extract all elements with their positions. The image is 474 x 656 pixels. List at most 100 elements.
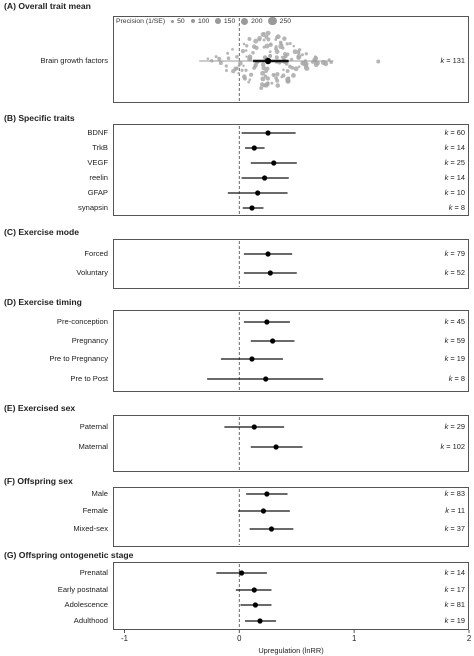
effect-size-point bbox=[296, 54, 302, 60]
effect-size-point bbox=[265, 76, 271, 81]
point-estimate bbox=[264, 319, 270, 325]
k-symbol: k bbox=[448, 374, 453, 383]
row-label: BDNF bbox=[87, 128, 108, 137]
k-symbol: k bbox=[444, 249, 449, 258]
k-value: = 60 bbox=[448, 128, 465, 137]
point-estimate bbox=[257, 618, 263, 624]
k-label: k = 79 bbox=[445, 249, 465, 258]
k-label: k = 14 bbox=[445, 143, 465, 152]
k-label: k = 52 bbox=[445, 268, 465, 277]
effect-size-point bbox=[245, 55, 248, 58]
effect-size-point bbox=[275, 72, 280, 77]
point-estimate bbox=[267, 270, 273, 276]
row-label: Mixed-sex bbox=[73, 524, 108, 533]
row-label: Pre-conception bbox=[56, 317, 108, 326]
effect-size-point bbox=[224, 69, 228, 73]
effect-size-point bbox=[251, 51, 255, 55]
effect-size-point bbox=[242, 42, 246, 46]
point-estimate bbox=[264, 491, 270, 497]
row-label: Male bbox=[91, 489, 108, 498]
effect-size-point bbox=[285, 52, 290, 57]
legend-dot bbox=[215, 18, 221, 24]
effect-size-point bbox=[282, 56, 286, 60]
effect-size-point bbox=[288, 41, 292, 46]
effect-size-point bbox=[217, 56, 222, 61]
effect-size-point bbox=[247, 80, 251, 84]
effect-size-point bbox=[259, 86, 264, 90]
k-value: = 29 bbox=[448, 422, 465, 431]
effect-size-point bbox=[291, 73, 296, 78]
row-label: Adulthood bbox=[73, 616, 108, 625]
k-label: k = 29 bbox=[445, 422, 465, 431]
point-estimate bbox=[251, 145, 257, 151]
effect-size-point bbox=[285, 69, 290, 73]
effect-size-point bbox=[218, 61, 223, 66]
effect-size-point bbox=[274, 45, 278, 49]
effect-size-point bbox=[240, 68, 244, 72]
legend-title: Precision (1/SE) bbox=[116, 17, 166, 25]
k-symbol: k bbox=[440, 56, 445, 65]
effect-size-point bbox=[262, 45, 266, 49]
effect-size-point bbox=[303, 62, 308, 68]
effect-size-point bbox=[266, 81, 270, 85]
k-value: = 19 bbox=[448, 354, 465, 363]
effect-size-point bbox=[289, 57, 294, 62]
row-label: Prenatal bbox=[79, 568, 108, 577]
point-estimate bbox=[249, 205, 255, 211]
point-estimate bbox=[263, 376, 269, 382]
row-label: Female bbox=[82, 506, 108, 515]
k-value: = 25 bbox=[448, 158, 465, 167]
effect-size-point bbox=[235, 55, 239, 59]
effect-size-point bbox=[238, 61, 243, 66]
point-estimate bbox=[265, 130, 271, 136]
effect-size-point bbox=[244, 49, 248, 52]
k-label: k = 14 bbox=[445, 173, 465, 182]
point-estimate bbox=[261, 175, 268, 181]
effect-size-point bbox=[275, 83, 281, 88]
legend-dot bbox=[268, 17, 277, 26]
panel-title: (F) Offspring sex bbox=[4, 476, 73, 486]
effect-size-point bbox=[274, 55, 279, 60]
k-symbol: k bbox=[444, 188, 449, 197]
k-symbol: k bbox=[440, 442, 445, 451]
effect-size-point bbox=[268, 50, 272, 54]
k-label: k = 60 bbox=[445, 128, 465, 137]
effect-size-point bbox=[214, 55, 218, 59]
point-estimate bbox=[260, 508, 267, 514]
legend-dot bbox=[190, 18, 195, 24]
effect-size-point bbox=[249, 72, 254, 77]
k-symbol: k bbox=[444, 173, 449, 182]
panel-title: (E) Exercised sex bbox=[4, 403, 76, 413]
effect-size-point bbox=[292, 44, 296, 48]
k-value: = 79 bbox=[448, 249, 465, 258]
effect-size-point bbox=[206, 57, 210, 60]
k-symbol: k bbox=[444, 489, 449, 498]
k-label: k = 81 bbox=[445, 600, 465, 609]
panel-title: (C) Exercise mode bbox=[4, 227, 79, 237]
row-label: Paternal bbox=[79, 422, 108, 431]
effect-size-point bbox=[247, 37, 252, 41]
effect-size-point bbox=[275, 35, 279, 39]
k-label: k = 25 bbox=[445, 158, 465, 167]
k-value: = 37 bbox=[448, 524, 465, 533]
k-symbol: k bbox=[444, 336, 449, 345]
effect-size-point bbox=[226, 51, 230, 55]
k-label: k = 59 bbox=[445, 336, 465, 345]
effect-size-point bbox=[226, 56, 231, 61]
panel-frame bbox=[113, 124, 469, 216]
effect-size-point bbox=[285, 42, 289, 46]
x-tick-label: 0 bbox=[237, 634, 242, 643]
effect-size-point bbox=[264, 43, 270, 49]
effect-size-point bbox=[263, 74, 268, 78]
k-value: = 14 bbox=[448, 568, 465, 577]
k-symbol: k bbox=[444, 158, 449, 167]
effect-size-point bbox=[304, 52, 308, 56]
k-label: k = 45 bbox=[445, 317, 465, 326]
x-tick-label: 2 bbox=[466, 634, 472, 643]
k-label: k = 19 bbox=[445, 616, 465, 625]
k-value: = 10 bbox=[448, 188, 465, 197]
effect-size-point bbox=[254, 45, 259, 51]
effect-size-point bbox=[224, 64, 228, 68]
effect-size-point bbox=[245, 44, 249, 48]
